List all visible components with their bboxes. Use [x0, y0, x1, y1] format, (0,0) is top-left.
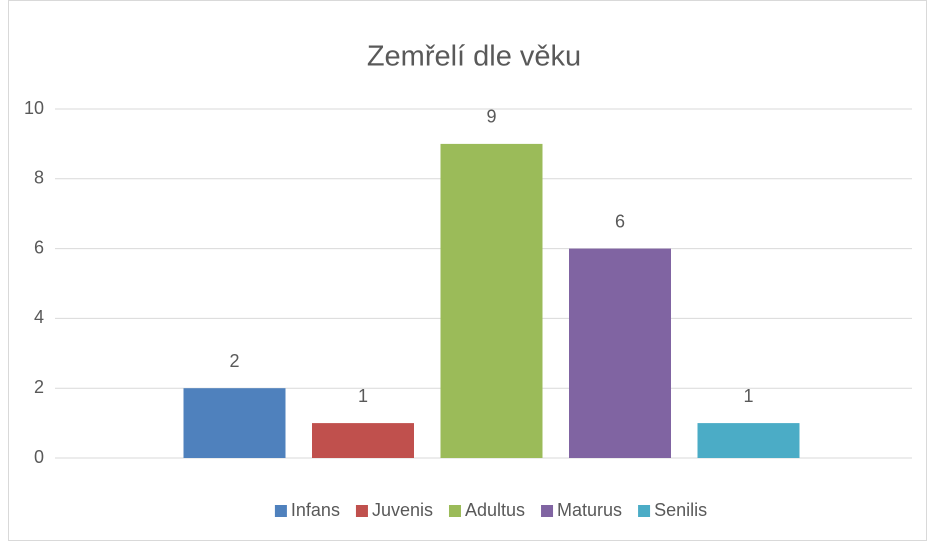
bar: [183, 388, 286, 458]
bar: [312, 423, 414, 458]
legend-swatch: [448, 505, 461, 517]
y-tick-label: 10: [24, 98, 44, 118]
y-tick-label: 2: [34, 377, 44, 397]
y-tick-label: 4: [34, 307, 44, 327]
legend-swatch: [355, 505, 368, 517]
bar: [569, 248, 671, 458]
data-label: 6: [615, 211, 625, 231]
chart-title: Zemřelí dle věku: [367, 41, 581, 73]
data-label: 1: [358, 386, 368, 406]
legend-swatch: [638, 505, 651, 517]
data-label: 9: [486, 107, 496, 127]
y-tick-label: 0: [34, 447, 44, 467]
bar: [697, 423, 800, 458]
legend-swatch: [541, 505, 554, 517]
legend-swatch: [274, 505, 287, 517]
legend-label: Maturus: [557, 500, 622, 520]
y-tick-label: 6: [34, 237, 44, 257]
data-label: 2: [229, 351, 239, 371]
bar: [440, 143, 543, 458]
legend-label: Adultus: [465, 500, 525, 520]
legend-label: Juvenis: [372, 500, 433, 520]
legend-label: Senilis: [654, 500, 707, 520]
legend-label: Infans: [291, 500, 340, 520]
data-label: 1: [743, 386, 753, 406]
y-tick-label: 8: [34, 168, 44, 188]
